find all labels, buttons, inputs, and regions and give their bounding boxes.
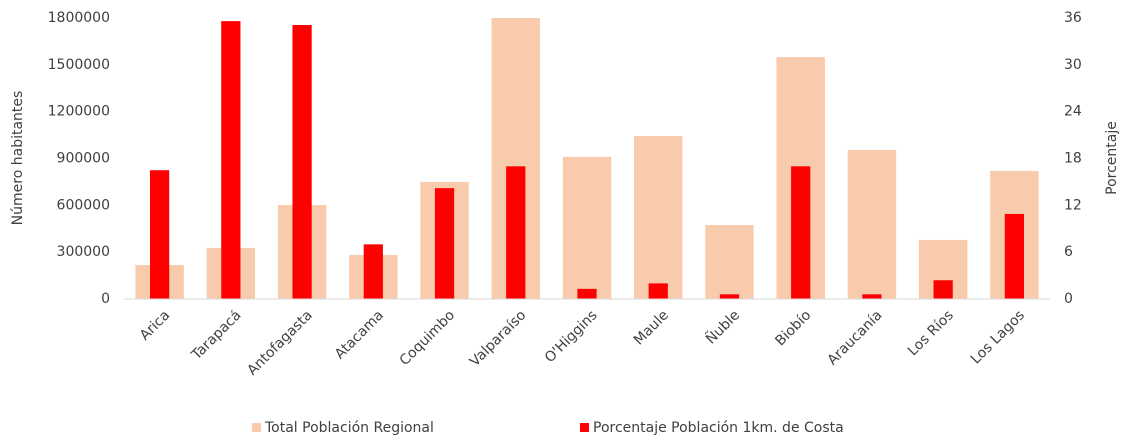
bar — [933, 280, 953, 299]
y-axis-label: Número habitantes — [10, 91, 26, 226]
y-tick-label: 1200000 — [48, 104, 110, 120]
y2-tick-label: 24 — [1064, 104, 1082, 120]
bar — [562, 156, 612, 299]
bar — [434, 188, 455, 299]
y-tick-label: 0 — [101, 291, 110, 307]
bar — [363, 244, 383, 299]
bar — [506, 166, 526, 299]
bar — [634, 136, 683, 299]
x-tick-label: Atacama — [332, 307, 387, 362]
y-tick-label: 1500000 — [48, 57, 110, 73]
x-tick-label: Antofagasta — [244, 307, 315, 378]
bar — [648, 283, 668, 299]
x-tick-label: Los Lagos — [968, 307, 1028, 367]
y-tick-label: 300000 — [57, 244, 110, 260]
bar — [791, 166, 811, 299]
x-tick-label: Tarapacá — [188, 307, 244, 363]
y2-axis-label: Porcentaje — [1104, 121, 1120, 195]
x-tick-label: O'Higgins — [542, 307, 601, 366]
bar — [705, 225, 754, 299]
x-tick-label: Valparaíso — [467, 307, 530, 370]
y2-tick-label: 30 — [1064, 57, 1082, 73]
bar — [149, 170, 170, 299]
x-tick-label: Araucanía — [824, 307, 885, 368]
legend-label: Total Población Regional — [264, 420, 434, 436]
y2-tick-label: 6 — [1064, 244, 1073, 260]
y2-tick-label: 18 — [1064, 151, 1082, 167]
x-tick-label: Arica — [137, 307, 173, 343]
bar — [1004, 213, 1025, 299]
y-tick-label: 600000 — [57, 197, 110, 213]
x-tick-label: Coquimbo — [397, 307, 459, 369]
bar — [292, 25, 312, 300]
y-tick-label: 1800000 — [48, 10, 110, 26]
y2-tick-label: 36 — [1064, 10, 1082, 26]
y2-tick-label: 0 — [1064, 291, 1073, 307]
x-tick-label: Biobío — [772, 307, 814, 349]
x-tick-label: Los Ríos — [905, 307, 957, 359]
bar — [719, 294, 740, 299]
x-tick-label: Maule — [631, 307, 672, 348]
x-tick-label: Ñuble — [702, 307, 743, 348]
y2-tick-label: 12 — [1064, 197, 1082, 213]
bar — [862, 294, 882, 299]
legend-label: Porcentaje Población 1km. de Costa — [593, 420, 844, 436]
bar — [221, 21, 241, 299]
bar — [577, 288, 597, 299]
y-tick-label: 900000 — [57, 151, 110, 167]
legend-swatch — [252, 423, 261, 432]
bar — [847, 149, 897, 299]
legend-swatch — [580, 423, 589, 432]
